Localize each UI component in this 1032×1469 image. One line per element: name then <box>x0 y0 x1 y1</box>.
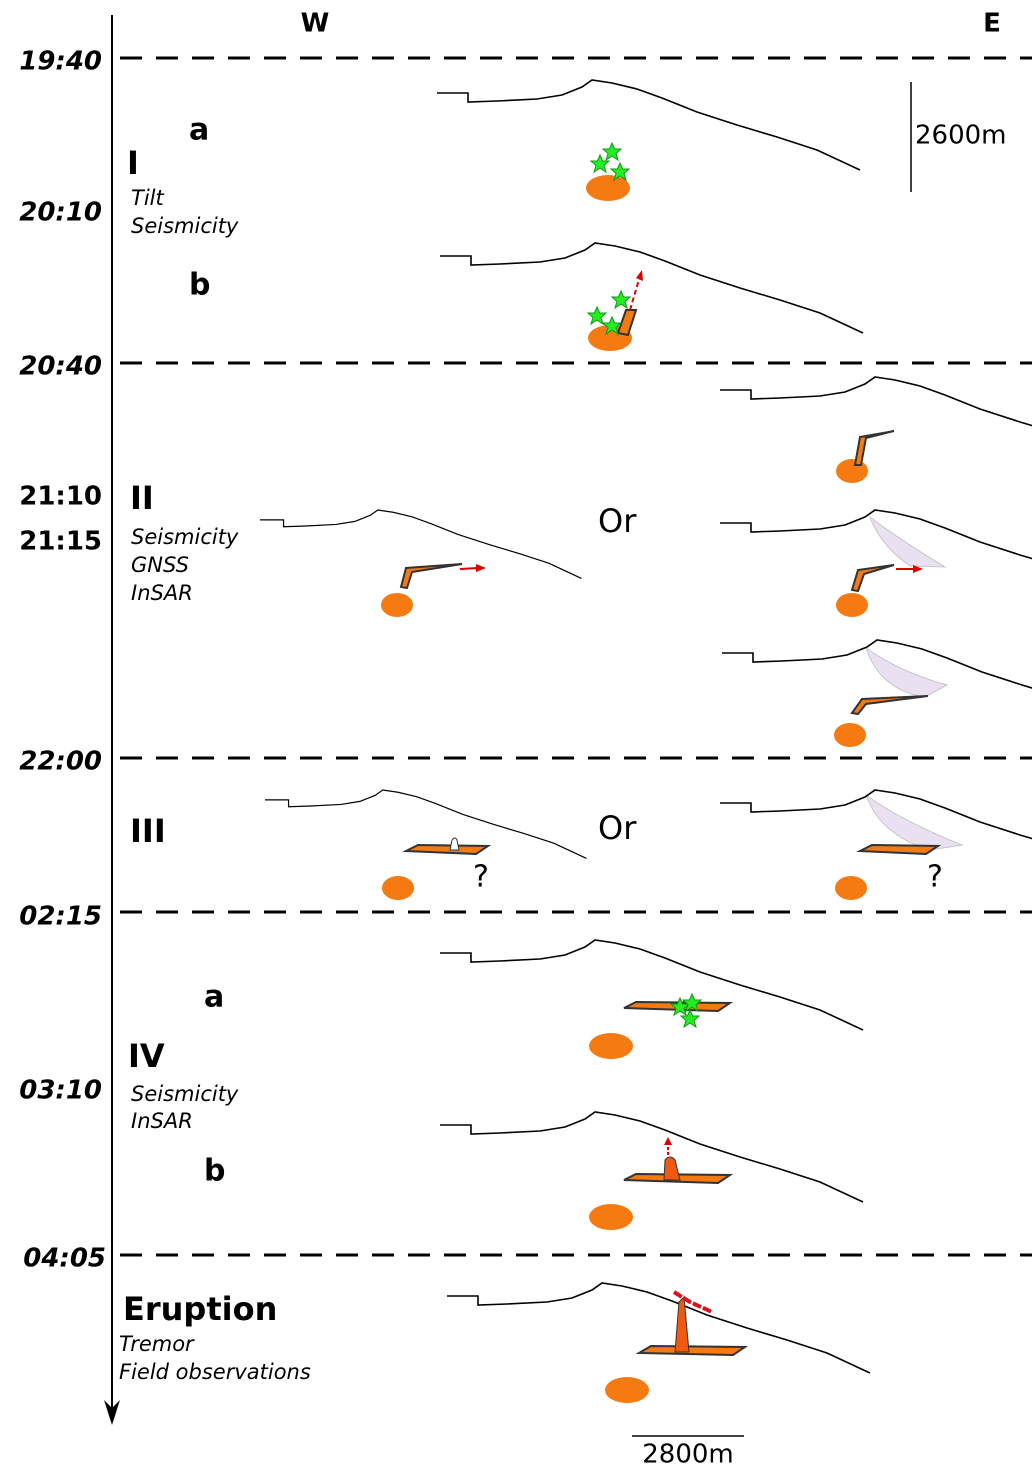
profile <box>721 639 1032 731</box>
dike <box>616 309 638 337</box>
observation: Seismicity <box>131 1082 239 1106</box>
time: 22:00 <box>19 747 102 777</box>
step-label: b <box>189 268 210 303</box>
uncertain: ? <box>473 860 489 895</box>
landslide <box>865 646 949 698</box>
phase-label: II <box>130 479 154 517</box>
time: 04:05 <box>23 1244 106 1274</box>
separators <box>120 56 1032 1257</box>
phase-label: Eruption <box>123 1290 277 1328</box>
landslide <box>868 515 947 568</box>
time: 21:15 <box>19 527 102 557</box>
observation: Seismicity <box>131 214 239 238</box>
phase-label: I <box>127 144 139 182</box>
magma-chamber <box>381 593 413 617</box>
sill <box>402 843 492 856</box>
timeline-arrow <box>104 1400 120 1425</box>
profile <box>436 79 861 171</box>
arrow-head <box>636 270 643 281</box>
phase-label: IV <box>128 1037 165 1075</box>
sill <box>635 1344 749 1357</box>
profile <box>439 242 864 334</box>
magma-chamber <box>605 1377 649 1403</box>
observation: Seismicity <box>131 525 239 549</box>
step-label: b <box>204 1154 225 1189</box>
time: 19:40 <box>19 47 102 77</box>
arrow-head <box>476 564 486 572</box>
sill <box>856 843 942 856</box>
magma-chamber <box>382 876 414 900</box>
dike-sill <box>853 430 895 466</box>
seismicity <box>590 142 630 181</box>
dike-sill <box>399 563 463 590</box>
lava-flow <box>672 1290 713 1314</box>
magma-chamber <box>835 876 867 900</box>
time: 02:15 <box>19 902 102 932</box>
uncertain: ? <box>927 860 943 895</box>
profile <box>719 376 1032 468</box>
west-label: W <box>301 9 330 39</box>
dike-sill <box>850 695 929 716</box>
dike-sill <box>850 564 895 593</box>
dike <box>674 1295 690 1353</box>
magma-chamber <box>589 1204 633 1230</box>
profile <box>439 1111 864 1203</box>
or-label: Or <box>598 502 637 540</box>
landslide <box>864 793 964 851</box>
magma-chamber <box>834 723 866 747</box>
seismicity <box>670 993 702 1028</box>
time: 20:40 <box>19 352 102 382</box>
time: 03:10 <box>19 1076 102 1106</box>
arrow <box>459 567 479 570</box>
dike <box>449 837 460 851</box>
observation: InSAR <box>131 581 193 605</box>
magma-chamber <box>589 1033 633 1059</box>
magma-chamber <box>836 459 868 483</box>
arrow-head <box>664 1137 672 1145</box>
observation: InSAR <box>131 1109 193 1133</box>
observation: Tilt <box>131 186 164 210</box>
observation: GNSS <box>131 553 189 577</box>
profile <box>439 939 864 1031</box>
time: 20:10 <box>19 198 102 228</box>
magma-chamber <box>586 175 630 201</box>
time: 21:10 <box>19 482 102 512</box>
step-label: a <box>204 980 224 1015</box>
scale-label: 2600m <box>915 121 1007 151</box>
arrow-head <box>913 565 923 573</box>
or-label: Or <box>598 809 637 847</box>
magma-chamber <box>836 593 868 617</box>
phase-label: III <box>130 812 166 850</box>
scale-label: 2800m <box>642 1440 734 1469</box>
observation: Tremor <box>119 1332 195 1356</box>
step-label: a <box>189 113 209 148</box>
east-label: E <box>983 9 1001 39</box>
arrow <box>629 275 641 311</box>
observation: Field observations <box>119 1360 311 1384</box>
profile <box>446 1282 871 1374</box>
dike <box>663 1156 681 1181</box>
